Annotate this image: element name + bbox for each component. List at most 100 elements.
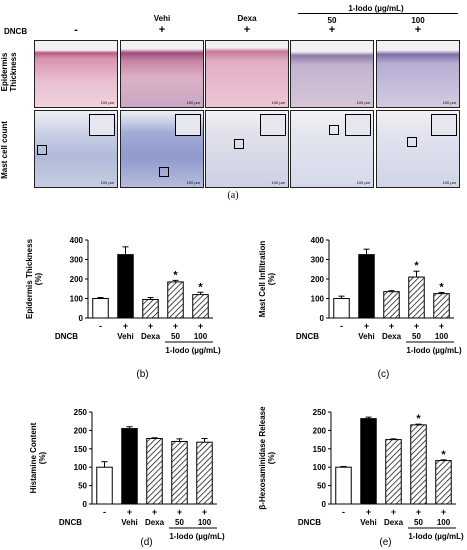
dncb-sign-3: + bbox=[328, 24, 336, 36]
y-tick-label: 150 bbox=[74, 445, 88, 454]
dncb-label: DNCB bbox=[296, 332, 319, 341]
y-tick-label: 150 bbox=[313, 445, 327, 454]
caption-a: (a) bbox=[227, 190, 239, 201]
y-tick-label: 100 bbox=[70, 295, 84, 304]
micrograph-tb-50: 100 µm bbox=[290, 110, 374, 188]
bar bbox=[383, 291, 400, 319]
col-header-dexa: Dexa bbox=[237, 14, 257, 23]
micrograph-tb-100: 100 µm bbox=[376, 110, 460, 188]
scale-bar: 100 µm bbox=[186, 100, 200, 105]
col-header-100: 100 bbox=[411, 16, 425, 25]
bar bbox=[335, 466, 352, 505]
micrograph-he-vehi: 100 µm bbox=[120, 40, 204, 108]
y-axis-label: β-Hexosaminidase Release(%) bbox=[258, 406, 276, 510]
category-label: 100 bbox=[198, 518, 212, 527]
y-tick-label: 300 bbox=[311, 256, 325, 265]
y-tick-label: 0 bbox=[79, 314, 84, 323]
scale-bar: 100 µm bbox=[356, 180, 370, 185]
y-tick-label: 250 bbox=[74, 408, 88, 417]
category-label: 100 bbox=[437, 518, 451, 527]
y-tick-label: 50 bbox=[317, 482, 326, 491]
y-axis-label: Epidermis Thickness(%) bbox=[25, 238, 43, 319]
y-axis-label-line: β-Hexosaminidase Release bbox=[258, 406, 267, 510]
y-tick-label: 250 bbox=[313, 408, 327, 417]
category-label: 100 bbox=[194, 332, 208, 341]
micrograph-he-50: 100 µm bbox=[290, 40, 374, 108]
y-axis-label-line: (%) bbox=[267, 272, 276, 285]
bar bbox=[410, 424, 427, 505]
category-label: Vehi bbox=[358, 332, 374, 341]
bar bbox=[192, 294, 209, 319]
bar bbox=[196, 441, 213, 505]
y-axis-label: Histamine Content(%) bbox=[29, 422, 47, 493]
bar bbox=[117, 254, 134, 319]
category-label: 50 bbox=[171, 332, 180, 341]
category-label: 50 bbox=[175, 518, 184, 527]
bar bbox=[360, 418, 377, 505]
y-tick-label: 100 bbox=[74, 463, 88, 472]
category-label: Dexa bbox=[382, 332, 402, 341]
significance-mark: * bbox=[416, 413, 421, 425]
bar bbox=[92, 298, 109, 319]
category-label: Dexa bbox=[141, 332, 161, 341]
dncb-sign: + bbox=[416, 507, 421, 517]
category-label: Vehi bbox=[121, 518, 137, 527]
dncb-label: DNCB bbox=[298, 518, 321, 527]
y-axis-label-line: Mast Cell Infiltration bbox=[258, 241, 267, 318]
significance-mark: * bbox=[441, 449, 446, 461]
bar bbox=[385, 439, 402, 505]
category-label: Dexa bbox=[384, 518, 404, 527]
dncb-label: DNCB bbox=[55, 332, 78, 341]
caption: (d) bbox=[140, 537, 152, 548]
y-axis-label-line: (%) bbox=[38, 451, 47, 464]
caption: (c) bbox=[378, 369, 390, 380]
dncb-sign: + bbox=[441, 507, 446, 517]
dncb-label-a: DNCB bbox=[4, 27, 28, 36]
scale-bar: 100 µm bbox=[271, 100, 285, 105]
scale-bar: 100 µm bbox=[100, 180, 114, 185]
y-axis-label: Mast Cell Infiltration(%) bbox=[258, 241, 276, 318]
category-label: 100 bbox=[435, 332, 449, 341]
y-axis-label-line: Epidermis Thickness bbox=[25, 238, 34, 319]
scale-bar: 100 µm bbox=[442, 180, 456, 185]
group-label-top: 1-Iodo (µg/mL) bbox=[348, 4, 404, 13]
bar bbox=[121, 428, 138, 505]
y-tick-label: 400 bbox=[70, 236, 84, 245]
micrograph-he-control: 100 µm bbox=[34, 40, 118, 108]
dncb-sign-4: + bbox=[414, 24, 422, 36]
dncb-sign: + bbox=[198, 321, 203, 331]
y-tick-label: 400 bbox=[311, 236, 325, 245]
y-tick-label: 0 bbox=[322, 500, 327, 509]
category-label: Dexa bbox=[145, 518, 165, 527]
group-label: 1-Iodo (µg/mL) bbox=[408, 532, 464, 541]
significance-mark: * bbox=[439, 281, 444, 293]
group-label: 1-Iodo (µg/mL) bbox=[165, 346, 221, 355]
scale-bar: 100 µm bbox=[186, 180, 200, 185]
micrograph-tb-control: 100 µm bbox=[34, 110, 118, 188]
group-label: 1-Iodo (µg/mL) bbox=[406, 346, 462, 355]
zoom-box bbox=[37, 145, 47, 155]
significance-mark: * bbox=[414, 260, 419, 272]
y-tick-label: 200 bbox=[74, 426, 88, 435]
dncb-sign: + bbox=[414, 321, 419, 331]
dncb-sign: + bbox=[177, 507, 182, 517]
zoom-inset bbox=[175, 114, 201, 136]
y-tick-label: 100 bbox=[313, 463, 327, 472]
zoom-inset bbox=[89, 114, 115, 136]
micrograph-tb-dexa: 100 µm bbox=[205, 110, 289, 188]
zoom-box bbox=[407, 137, 417, 147]
dncb-sign: - bbox=[340, 321, 343, 331]
dncb-sign: + bbox=[152, 507, 157, 517]
category-label: 50 bbox=[414, 518, 423, 527]
bar bbox=[333, 298, 350, 319]
y-axis-label-line: (%) bbox=[34, 272, 43, 285]
bar bbox=[358, 254, 375, 319]
dncb-sign: - bbox=[342, 507, 345, 517]
zoom-box bbox=[159, 167, 169, 177]
zoom-box bbox=[234, 139, 244, 149]
significance-mark: * bbox=[173, 269, 178, 281]
dncb-sign: + bbox=[202, 507, 207, 517]
micrograph-he-100: 100 µm bbox=[376, 40, 460, 108]
scale-bar: 100 µm bbox=[271, 180, 285, 185]
